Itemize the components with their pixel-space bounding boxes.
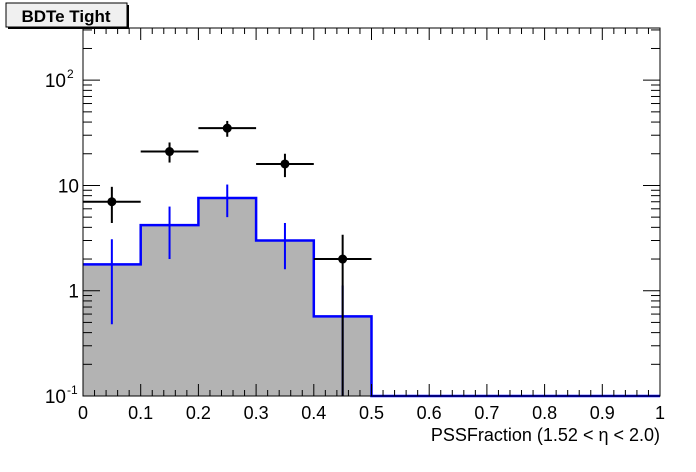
x-tick-label: 0.5	[359, 403, 384, 423]
x-tick-label: 0.3	[244, 403, 269, 423]
x-tick-label: 0.2	[186, 403, 211, 423]
mc-histogram-fill	[83, 197, 660, 396]
x-tick-label: 0	[78, 403, 88, 423]
chart-title: BDTe Tight	[21, 7, 110, 26]
data-point	[280, 159, 290, 169]
y-tick-label: 10	[58, 176, 79, 197]
data-point	[338, 254, 348, 264]
x-tick-label: 0.4	[301, 403, 326, 423]
data-point	[107, 197, 117, 207]
title-box: BDTe Tight	[5, 2, 129, 29]
data-point	[222, 123, 232, 133]
y-tick-label: 10	[45, 71, 66, 92]
y-tick-exponent: 2	[67, 67, 74, 81]
x-tick-label: 0.6	[417, 403, 442, 423]
x-tick-label: 0.7	[474, 403, 499, 423]
x-tick-label: 0.1	[128, 403, 153, 423]
x-tick-label: 0.8	[532, 403, 557, 423]
y-tick-exponent: -1	[67, 383, 78, 397]
y-tick-label: 1	[68, 282, 79, 303]
y-tick-label: 10	[45, 387, 66, 408]
x-tick-label: 0.9	[590, 403, 615, 423]
x-tick-label: 1	[655, 403, 665, 423]
x-axis-label: PSSFraction (1.52 < η < 2.0)	[431, 425, 660, 445]
data-point	[165, 147, 175, 157]
